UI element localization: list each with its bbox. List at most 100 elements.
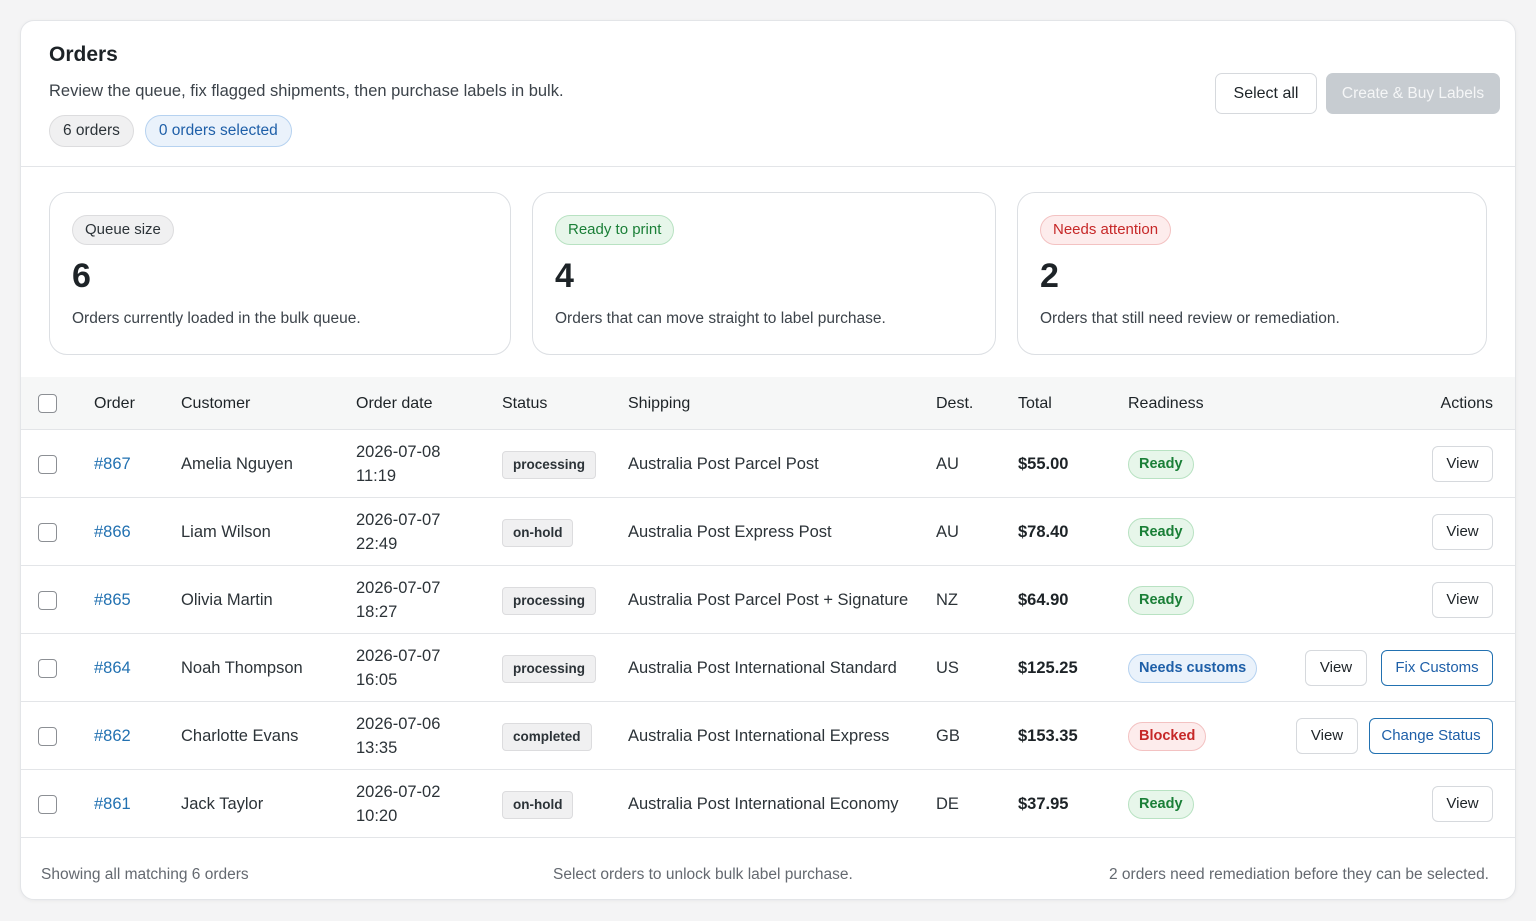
stat-value: 4 (555, 257, 574, 295)
stat-description: Orders that still need review or remedia… (1040, 310, 1340, 327)
orders-count-badge: 6 orders (49, 115, 134, 147)
order-link[interactable]: #864 (94, 659, 131, 677)
stat-card-ready-to-print: Ready to print 4 Orders that can move st… (532, 192, 996, 355)
column-header-dest[interactable]: Dest. (936, 395, 974, 412)
column-header-readiness[interactable]: Readiness (1128, 395, 1204, 412)
order-total: $37.95 (1018, 795, 1069, 813)
order-total: $55.00 (1018, 455, 1069, 473)
table-row: #865 Olivia Martin 2026-07-07 18:27 proce… (21, 566, 1515, 634)
stat-badge: Needs attention (1040, 215, 1172, 245)
table-row: #861 Jack Taylor 2026-07-02 10:20 on-hold… (21, 770, 1515, 838)
view-button[interactable]: View (1305, 650, 1367, 686)
status-tag: on-hold (502, 519, 574, 547)
view-button[interactable]: View (1432, 446, 1493, 482)
customer-name: Liam Wilson (181, 523, 271, 541)
order-date-day: 2026-07-08 (356, 443, 441, 461)
customer-name: Charlotte Evans (181, 727, 299, 745)
order-date-day: 2026-07-07 (356, 511, 441, 529)
status-tag: processing (502, 587, 597, 615)
destination: AU (936, 523, 959, 541)
table-footer: Showing all matching 6 orders Select ord… (21, 856, 1515, 899)
customer-name: Noah Thompson (181, 659, 303, 677)
order-date-day: 2026-07-07 (356, 579, 441, 597)
order-link[interactable]: #862 (94, 727, 131, 745)
order-date-time: 10:20 (356, 807, 398, 825)
readiness-badge: Ready (1128, 518, 1194, 547)
stat-badge: Queue size (72, 215, 174, 245)
shipping-method: Australia Post Parcel Post + Signature (628, 591, 909, 609)
column-header-customer[interactable]: Customer (181, 395, 251, 412)
stat-description: Orders currently loaded in the bulk queu… (72, 310, 361, 327)
order-link[interactable]: #866 (94, 523, 131, 541)
column-header-status[interactable]: Status (502, 395, 548, 412)
customer-name: Amelia Nguyen (181, 455, 293, 473)
destination: GB (936, 727, 960, 745)
readiness-badge: Blocked (1128, 722, 1207, 751)
order-total: $125.25 (1018, 659, 1078, 677)
column-header-shipping[interactable]: Shipping (628, 395, 691, 412)
create-buy-labels-button[interactable]: Create & Buy Labels (1326, 73, 1500, 114)
order-date-time: 16:05 (356, 671, 398, 689)
stat-description: Orders that can move straight to label p… (555, 310, 886, 327)
table-row: #866 Liam Wilson 2026-07-07 22:49 on-hold… (21, 498, 1515, 566)
stat-badge: Ready to print (555, 215, 675, 245)
order-date: 2026-07-08 11:19 (356, 440, 440, 488)
fix-customs-button[interactable]: Fix Customs (1381, 650, 1493, 686)
customer-name: Olivia Martin (181, 591, 273, 609)
order-link[interactable]: #867 (94, 455, 131, 473)
column-header-total[interactable]: Total (1018, 395, 1052, 412)
order-date: 2026-07-06 13:35 (356, 712, 440, 760)
order-date: 2026-07-07 22:49 (356, 508, 440, 556)
order-total: $64.90 (1018, 591, 1069, 609)
destination: US (936, 659, 959, 677)
order-total: $153.35 (1018, 727, 1078, 745)
order-date-day: 2026-07-02 (356, 783, 441, 801)
row-checkbox[interactable] (38, 727, 57, 746)
page-title: Orders (49, 43, 118, 66)
column-header-order-date[interactable]: Order date (356, 395, 433, 412)
shipping-method: Australia Post Express Post (628, 523, 832, 541)
row-checkbox[interactable] (38, 795, 57, 814)
selected-count-badge: 0 orders selected (144, 115, 292, 147)
column-header-order[interactable]: Order (94, 395, 135, 412)
status-tag: processing (502, 451, 597, 479)
shipping-method: Australia Post International Standard (628, 659, 897, 677)
change-status-button[interactable]: Change Status (1369, 718, 1493, 754)
view-button[interactable]: View (1296, 718, 1358, 754)
order-date-time: 22:49 (356, 535, 398, 553)
order-link[interactable]: #865 (94, 591, 131, 609)
footer-remediation-text: 2 orders need remediation before they ca… (1109, 866, 1489, 883)
view-button[interactable]: View (1432, 582, 1493, 618)
shipping-method: Australia Post International Express (628, 727, 890, 745)
readiness-badge: Ready (1128, 790, 1194, 819)
order-date: 2026-07-02 10:20 (356, 780, 440, 828)
row-checkbox[interactable] (38, 455, 57, 474)
row-checkbox[interactable] (38, 523, 57, 542)
order-total: $78.40 (1018, 523, 1069, 541)
destination: NZ (936, 591, 958, 609)
select-all-button[interactable]: Select all (1215, 73, 1317, 114)
table-row: #864 Noah Thompson 2026-07-07 16:05 proce… (21, 634, 1515, 702)
select-all-checkbox[interactable] (38, 394, 57, 413)
page-subtitle: Review the queue, fix flagged shipments,… (49, 82, 564, 100)
customer-name: Jack Taylor (181, 795, 264, 813)
order-date-time: 18:27 (356, 603, 398, 621)
table-header: Order Customer Order date Status Shippin… (21, 377, 1515, 430)
stat-value: 6 (72, 257, 91, 295)
stat-card-needs-attention: Needs attention 2 Orders that still need… (1017, 192, 1487, 355)
status-tag: completed (502, 723, 592, 751)
footer-count-text: Showing all matching 6 orders (41, 866, 249, 883)
orders-card: Orders Review the queue, fix flagged shi… (20, 20, 1516, 900)
order-date-day: 2026-07-07 (356, 647, 441, 665)
view-button[interactable]: View (1432, 514, 1493, 550)
destination: DE (936, 795, 959, 813)
order-link[interactable]: #861 (94, 795, 131, 813)
destination: AU (936, 455, 959, 473)
order-date: 2026-07-07 18:27 (356, 576, 440, 624)
row-checkbox[interactable] (38, 659, 57, 678)
column-header-actions: Actions (1440, 395, 1493, 412)
row-checkbox[interactable] (38, 591, 57, 610)
stat-value: 2 (1040, 257, 1059, 295)
view-button[interactable]: View (1432, 786, 1493, 822)
readiness-badge: Ready (1128, 586, 1194, 615)
